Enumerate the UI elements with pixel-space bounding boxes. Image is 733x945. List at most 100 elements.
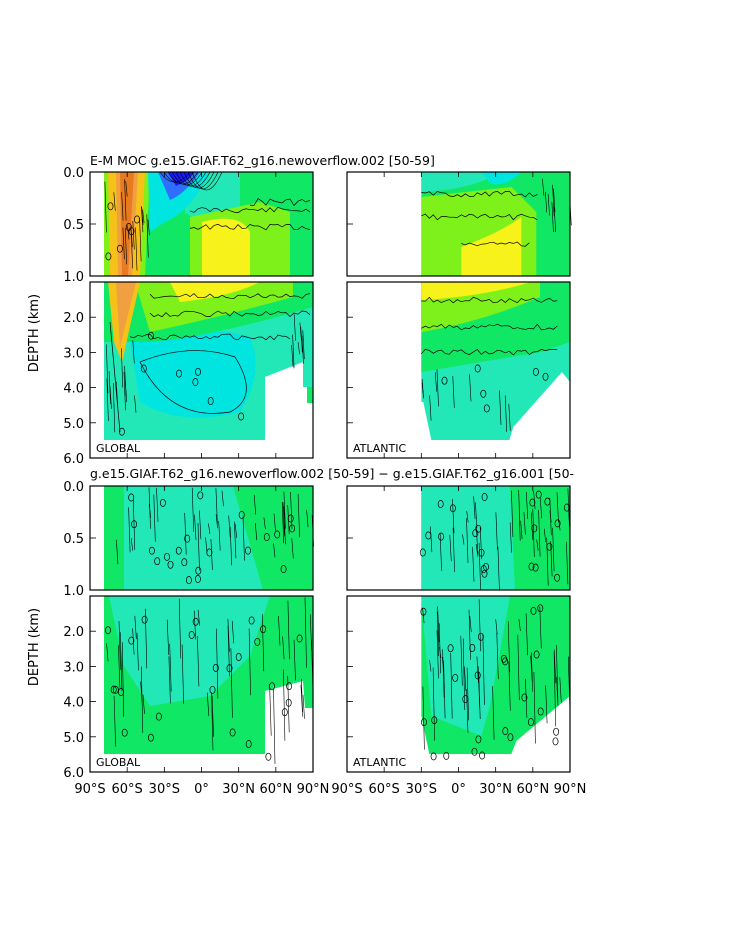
contour-line <box>443 660 446 719</box>
contour-line <box>466 667 469 721</box>
contour-line <box>141 666 144 733</box>
contour-line <box>496 632 499 680</box>
contour-line <box>536 539 539 551</box>
contour-line <box>127 225 130 240</box>
contour-line <box>507 621 510 673</box>
contour-line <box>189 223 311 231</box>
contour-zero-label <box>544 497 551 506</box>
contour-line <box>552 184 555 217</box>
contour-line <box>181 644 184 704</box>
fill-cyan <box>481 172 522 185</box>
contour-line <box>142 694 145 714</box>
atlantic-diff-panel <box>419 486 571 761</box>
contour-zero-label <box>537 707 544 716</box>
contour-line <box>468 609 471 660</box>
x-tick-label: 30°S <box>406 782 437 797</box>
y-axis-label: DEPTH (km) <box>27 294 42 372</box>
contour-line <box>559 677 562 703</box>
contour-zero-label <box>195 367 201 376</box>
contour-line <box>130 537 133 551</box>
contour-zero-label <box>245 740 252 748</box>
contour-line <box>178 598 181 659</box>
contour-zero-label <box>226 664 233 673</box>
contour-zero-label <box>480 389 487 398</box>
fill-yellow <box>421 282 532 300</box>
contour-line <box>283 491 286 529</box>
panel-label: GLOBAL <box>96 442 141 455</box>
y-tick-label: 4.0 <box>63 382 84 397</box>
contour-zero-label <box>521 693 528 702</box>
contour-zero-label <box>528 562 535 571</box>
contour-line <box>291 344 294 368</box>
contour-line <box>132 628 135 655</box>
contour-zero-label <box>546 542 553 551</box>
contour-line <box>436 369 439 407</box>
contour-line <box>566 541 569 585</box>
y-tick-label: 6.0 <box>63 452 84 467</box>
contour-line <box>108 371 111 405</box>
contour-line <box>281 501 284 544</box>
contour-line <box>104 181 107 233</box>
contour-line <box>436 630 439 679</box>
contour-zero-label <box>441 376 448 385</box>
contour-line <box>549 497 552 536</box>
contour-line <box>297 493 300 538</box>
contour-line <box>509 522 512 553</box>
contour-line <box>113 192 116 211</box>
contour-line <box>462 638 465 711</box>
contour-line <box>518 618 521 632</box>
contour-zero-label <box>110 685 117 694</box>
contour-line <box>545 191 548 213</box>
contour-zero-label <box>194 575 201 583</box>
contour-zero-label <box>105 252 112 261</box>
contour-line <box>475 544 478 555</box>
contour-line <box>297 342 300 355</box>
contour-zero-label <box>419 548 426 557</box>
contour-zero-label <box>286 682 293 691</box>
contour-line <box>262 614 265 672</box>
contour-line <box>530 655 533 682</box>
contour-zero-label <box>533 650 540 659</box>
contour-zero-label <box>552 737 559 746</box>
contour-line <box>215 488 218 524</box>
contour-line <box>129 333 291 341</box>
fill-lime <box>135 282 293 332</box>
x-tick-label: 90°S <box>331 782 362 797</box>
x-tick-label: 60°S <box>369 782 400 797</box>
x-tick-label: 90°N <box>297 782 330 797</box>
contour-line <box>304 597 307 668</box>
contour-line <box>429 659 432 672</box>
contour-line <box>215 514 218 529</box>
contour-line <box>194 514 197 541</box>
contour-line <box>556 492 559 523</box>
contour-line <box>145 608 148 669</box>
contour-line <box>452 527 455 573</box>
contour-line <box>442 649 445 698</box>
contour-line <box>293 639 296 681</box>
contour-line <box>139 350 247 414</box>
contour-zero-label <box>443 751 450 760</box>
contour-line <box>292 334 295 369</box>
contour-line <box>464 666 467 692</box>
contour-line <box>287 600 290 660</box>
contour-zero-label <box>542 372 549 381</box>
contour-line <box>211 692 214 751</box>
contour-zero-label <box>532 563 539 572</box>
contour-zero-label <box>531 524 538 533</box>
contour-line <box>508 661 511 711</box>
contour-zero-label <box>553 727 560 736</box>
contour-zero-label <box>238 412 245 421</box>
panel-label: GLOBAL <box>96 756 141 769</box>
x-tick-label: 90°N <box>554 782 587 797</box>
contour-zero-label <box>192 378 199 387</box>
contour-line <box>208 523 211 534</box>
fill-yellow <box>170 282 260 302</box>
contour-zero-label <box>148 546 155 555</box>
contour-line <box>461 241 530 247</box>
contour-line <box>452 375 455 409</box>
contour-zero-label <box>474 671 481 680</box>
contour-line <box>135 227 138 271</box>
contour-zero-label <box>164 552 170 561</box>
contour-zero-label <box>167 560 174 569</box>
